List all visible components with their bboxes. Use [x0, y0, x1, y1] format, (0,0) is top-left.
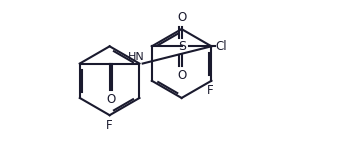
Text: HN: HN	[128, 52, 145, 62]
Text: Cl: Cl	[216, 40, 227, 53]
Text: F: F	[106, 119, 113, 132]
Text: O: O	[177, 69, 186, 82]
Text: F: F	[207, 84, 213, 97]
Text: O: O	[177, 11, 186, 24]
Text: S: S	[178, 40, 186, 53]
Text: O: O	[107, 93, 116, 106]
